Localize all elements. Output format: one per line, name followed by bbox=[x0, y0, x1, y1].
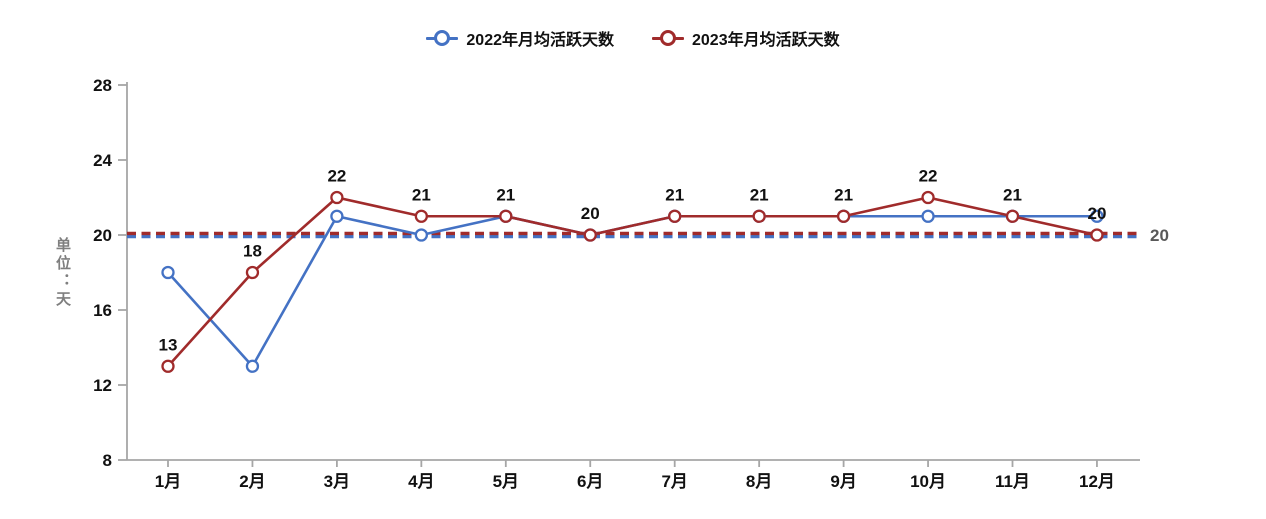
data-point bbox=[836, 209, 851, 223]
y-tick-label: 8 bbox=[103, 451, 112, 470]
x-tick-label: 2月 bbox=[239, 472, 265, 491]
legend-item-2023: 2023年月均活跃天数 bbox=[652, 26, 840, 50]
series-lines bbox=[167, 196, 1098, 368]
data-point bbox=[330, 190, 344, 205]
legend: 2022年月均活跃天数 2023年月均活跃天数 bbox=[0, 26, 1266, 50]
x-tick-label: 6月 bbox=[577, 472, 603, 491]
legend-circle-2022 bbox=[434, 30, 451, 46]
data-point bbox=[921, 190, 935, 205]
y-tick-label: 16 bbox=[93, 301, 112, 320]
y-axis-title: 单位：天 bbox=[54, 237, 71, 309]
data-point bbox=[1090, 209, 1104, 223]
data-point bbox=[414, 228, 429, 242]
data-label: 21 bbox=[834, 185, 853, 204]
data-label: 21 bbox=[665, 185, 684, 204]
data-label: 18 bbox=[243, 242, 262, 261]
series-line bbox=[167, 196, 1098, 368]
axes: 8 12 16 20 24 28 1月 2月 3月 4月 5月 6月 7月 8月 9月 10月 11月 12月 bbox=[93, 76, 1140, 491]
x-tick-label: 7月 bbox=[661, 472, 687, 491]
legend-label-2023: 2023年月均活跃天数 bbox=[692, 32, 840, 49]
x-tick-label: 11月 bbox=[995, 472, 1030, 491]
data-label: 20 bbox=[1087, 204, 1106, 223]
data-label: 21 bbox=[412, 185, 431, 204]
series-line bbox=[167, 214, 1097, 368]
y-tick-label: 24 bbox=[93, 151, 112, 170]
y-tick-label: 28 bbox=[93, 76, 112, 95]
data-point bbox=[245, 265, 260, 280]
legend-item-2022: 2022年月均活跃天数 bbox=[426, 26, 614, 50]
y-tick-label: 12 bbox=[93, 376, 112, 395]
data-point bbox=[414, 209, 429, 223]
data-label: 13 bbox=[159, 335, 178, 354]
average-line-label: 20 bbox=[1150, 226, 1169, 245]
line-marker-icon bbox=[426, 30, 459, 46]
y-tick-label: 20 bbox=[93, 226, 112, 245]
data-label: 22 bbox=[919, 167, 938, 186]
data-point bbox=[668, 209, 682, 223]
data-point bbox=[330, 209, 344, 223]
data-point bbox=[583, 228, 597, 242]
data-point bbox=[161, 359, 175, 373]
x-tick-label: 4月 bbox=[408, 472, 434, 491]
data-point bbox=[499, 209, 513, 223]
legend-label-2022: 2022年月均活跃天数 bbox=[466, 32, 614, 49]
data-point bbox=[1090, 228, 1104, 242]
x-tick-label: 3月 bbox=[324, 472, 350, 491]
data-labels: 13 18 22 21 21 20 21 21 21 22 21 20 bbox=[159, 167, 1107, 355]
data-point bbox=[161, 265, 175, 280]
legend-circle-2023 bbox=[660, 30, 676, 46]
x-tick-label: 5月 bbox=[493, 472, 519, 491]
average-lines: 20 bbox=[127, 226, 1169, 245]
data-label: 21 bbox=[750, 185, 769, 204]
x-tick-label: 8月 bbox=[746, 472, 772, 491]
data-label: 22 bbox=[327, 167, 346, 186]
data-point bbox=[921, 209, 935, 223]
x-tick-label: 9月 bbox=[830, 472, 856, 491]
line-marker-icon bbox=[652, 30, 684, 46]
data-label: 20 bbox=[581, 204, 600, 223]
data-label: 21 bbox=[496, 185, 515, 204]
data-point-markers bbox=[161, 190, 1104, 373]
x-tick-label: 10月 bbox=[910, 472, 946, 491]
data-point bbox=[245, 359, 260, 373]
data-label: 21 bbox=[1003, 185, 1022, 204]
x-tick-label: 12月 bbox=[1079, 472, 1115, 491]
data-point bbox=[752, 209, 766, 223]
x-tick-label: 1月 bbox=[155, 472, 181, 491]
data-point bbox=[1005, 209, 1020, 223]
